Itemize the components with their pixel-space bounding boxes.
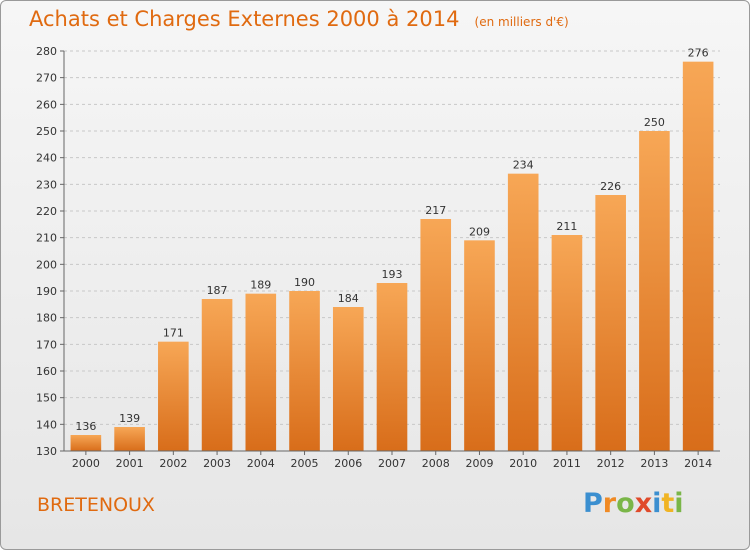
bar xyxy=(201,299,233,451)
data-label: 139 xyxy=(119,412,140,425)
x-tick-label: 2003 xyxy=(203,457,231,470)
bar xyxy=(114,427,145,451)
data-label: 187 xyxy=(207,284,228,297)
data-label: 190 xyxy=(294,276,315,289)
x-tick-label: 2006 xyxy=(334,457,362,470)
data-label: 189 xyxy=(250,279,271,292)
y-tick-label: 260 xyxy=(36,98,57,111)
data-label: 217 xyxy=(425,204,446,217)
x-tick-label: 2011 xyxy=(553,457,581,470)
y-tick-label: 190 xyxy=(36,285,57,298)
chart-title: Achats et Charges Externes 2000 à 2014 xyxy=(29,7,460,31)
data-label: 136 xyxy=(75,420,96,433)
logo-letter: r xyxy=(602,488,617,519)
data-label: 193 xyxy=(382,268,403,281)
bar xyxy=(420,219,452,451)
y-tick-label: 140 xyxy=(36,418,57,431)
bar xyxy=(551,235,583,451)
bar xyxy=(507,173,539,451)
y-tick-label: 130 xyxy=(36,445,57,458)
logo-letter: i xyxy=(652,488,662,519)
y-tick-label: 280 xyxy=(36,45,57,58)
data-label: 226 xyxy=(600,180,621,193)
y-tick-label: 270 xyxy=(36,72,57,85)
bar xyxy=(332,307,364,451)
y-tick-label: 200 xyxy=(36,258,57,271)
x-tick-label: 2001 xyxy=(116,457,144,470)
bar xyxy=(464,240,495,451)
bar xyxy=(682,61,714,452)
data-label: 211 xyxy=(556,220,577,233)
x-tick-label: 2004 xyxy=(247,457,275,470)
logo-letter: P xyxy=(583,488,603,519)
logo-letter: t xyxy=(661,488,675,519)
bar xyxy=(376,283,408,451)
y-tick-label: 240 xyxy=(36,152,57,165)
data-label: 234 xyxy=(513,159,534,172)
bar xyxy=(158,341,189,451)
data-label: 276 xyxy=(688,47,709,60)
x-tick-label: 2012 xyxy=(597,457,625,470)
commune-name: BRETENOUX xyxy=(37,494,155,516)
bar xyxy=(289,291,320,451)
data-label: 171 xyxy=(163,327,184,340)
title-row: Achats et Charges Externes 2000 à 2014 (… xyxy=(29,7,569,31)
y-tick-label: 230 xyxy=(36,178,57,191)
chart-unit: (en milliers d'€) xyxy=(474,15,569,29)
x-tick-label: 2014 xyxy=(684,457,712,470)
x-tick-label: 2007 xyxy=(378,457,406,470)
logo-letter: x xyxy=(634,488,653,519)
y-tick-label: 210 xyxy=(36,232,57,245)
x-tick-label: 2005 xyxy=(291,457,319,470)
bar xyxy=(639,131,670,451)
data-label: 250 xyxy=(644,116,665,129)
x-tick-label: 2008 xyxy=(422,457,450,470)
bar xyxy=(245,293,277,451)
y-tick-label: 160 xyxy=(36,365,57,378)
logo-letter: i xyxy=(674,488,684,519)
y-tick-label: 170 xyxy=(36,338,57,351)
x-tick-label: 2002 xyxy=(159,457,187,470)
y-tick-label: 180 xyxy=(36,312,57,325)
x-tick-label: 2010 xyxy=(509,457,537,470)
y-tick-label: 150 xyxy=(36,392,57,405)
y-tick-label: 220 xyxy=(36,205,57,218)
proxiti-logo: Proxiti xyxy=(583,488,684,519)
bar xyxy=(595,195,626,451)
x-tick-label: 2013 xyxy=(640,457,668,470)
y-tick-label: 250 xyxy=(36,125,57,138)
data-label: 209 xyxy=(469,225,490,238)
axis-layer: 130 140 150 160 170 180 190 200 210 220 230 240 250 2… xyxy=(36,45,720,470)
x-tick-label: 2009 xyxy=(465,457,493,470)
bar xyxy=(70,435,102,451)
bar-layer xyxy=(70,61,714,452)
x-tick-label: 2000 xyxy=(72,457,100,470)
data-label: 184 xyxy=(338,292,359,305)
logo-letter: o xyxy=(616,488,635,519)
